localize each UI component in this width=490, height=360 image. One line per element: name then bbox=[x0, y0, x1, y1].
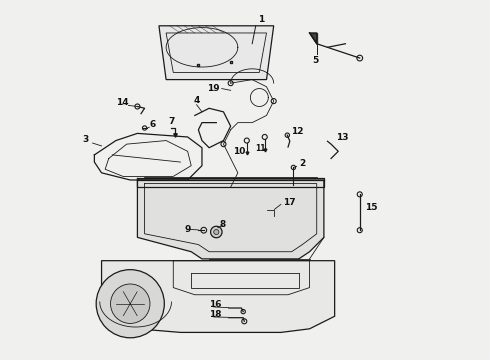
Circle shape bbox=[111, 284, 150, 323]
Text: 7: 7 bbox=[168, 117, 174, 126]
Text: 15: 15 bbox=[365, 203, 378, 212]
Polygon shape bbox=[137, 180, 324, 259]
Polygon shape bbox=[310, 33, 317, 44]
Text: 18: 18 bbox=[209, 310, 221, 319]
Polygon shape bbox=[101, 261, 335, 332]
Text: 3: 3 bbox=[82, 135, 89, 144]
Circle shape bbox=[96, 270, 164, 338]
Text: 1: 1 bbox=[258, 15, 264, 24]
Text: 13: 13 bbox=[337, 133, 349, 142]
Text: 12: 12 bbox=[291, 127, 303, 136]
Polygon shape bbox=[159, 26, 274, 80]
Text: 11: 11 bbox=[255, 144, 266, 153]
Text: 6: 6 bbox=[150, 120, 156, 129]
Text: 17: 17 bbox=[283, 198, 295, 207]
Text: 5: 5 bbox=[312, 56, 318, 65]
Text: 19: 19 bbox=[207, 84, 220, 93]
Text: 8: 8 bbox=[220, 220, 226, 229]
Text: 14: 14 bbox=[116, 98, 128, 107]
Text: 2: 2 bbox=[299, 159, 305, 168]
Text: 10: 10 bbox=[233, 147, 246, 156]
Circle shape bbox=[211, 226, 222, 238]
Text: 16: 16 bbox=[209, 300, 221, 309]
Circle shape bbox=[214, 229, 219, 235]
Text: 4: 4 bbox=[194, 96, 200, 105]
Text: 9: 9 bbox=[184, 225, 191, 234]
